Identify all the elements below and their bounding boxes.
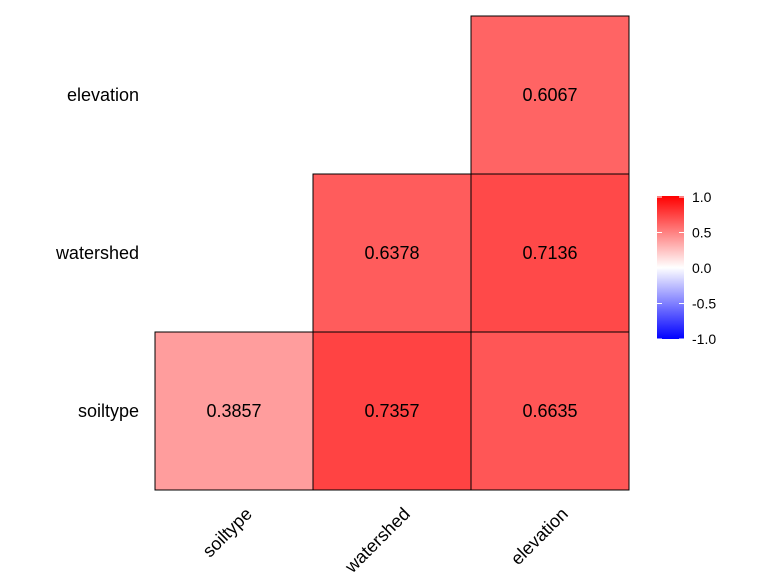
- x-tick-label-elevation: elevation: [507, 504, 572, 569]
- cell-value-label: 0.3857: [206, 401, 261, 421]
- y-tick-label-watershed: watershed: [55, 243, 139, 263]
- cell-value-label: 0.6378: [364, 243, 419, 263]
- heatmap-cell-watershed-elevation: [470, 173, 630, 333]
- legend-tick-label: -1.0: [692, 331, 716, 347]
- cell-value-label: 0.6067: [522, 85, 577, 105]
- y-axis-labels: soiltype watershed elevation: [55, 85, 139, 421]
- x-tick-label-soiltype: soiltype: [199, 504, 256, 561]
- heatmap-cell-watershed-watershed: [312, 173, 472, 333]
- cell-value-label: 0.7136: [522, 243, 577, 263]
- legend-tick-label: 0.5: [692, 225, 712, 241]
- heatmap-cell-soiltype-watershed: [312, 331, 472, 491]
- y-tick-label-elevation: elevation: [67, 85, 139, 105]
- legend-tick-label: -0.5: [692, 296, 716, 312]
- heatmap-cell-soiltype-soiltype: [154, 331, 314, 491]
- heatmap-cells: 0.3857 0.7357 0.6635 0.6378 0.7136 0.6067: [154, 15, 630, 491]
- x-axis-labels: soiltype watershed elevation: [199, 504, 572, 578]
- heatmap-cell-elevation-elevation: [470, 15, 630, 175]
- legend-tick-label: 0.0: [692, 260, 712, 276]
- x-tick-label-watershed: watershed: [340, 504, 414, 578]
- y-tick-label-soiltype: soiltype: [78, 401, 139, 421]
- cell-value-label: 0.7357: [364, 401, 419, 421]
- legend-tick-label: 1.0: [692, 189, 712, 205]
- cell-value-label: 0.6635: [522, 401, 577, 421]
- color-legend: 1.0 0.5 0.0 -0.5 -1.0: [657, 189, 716, 347]
